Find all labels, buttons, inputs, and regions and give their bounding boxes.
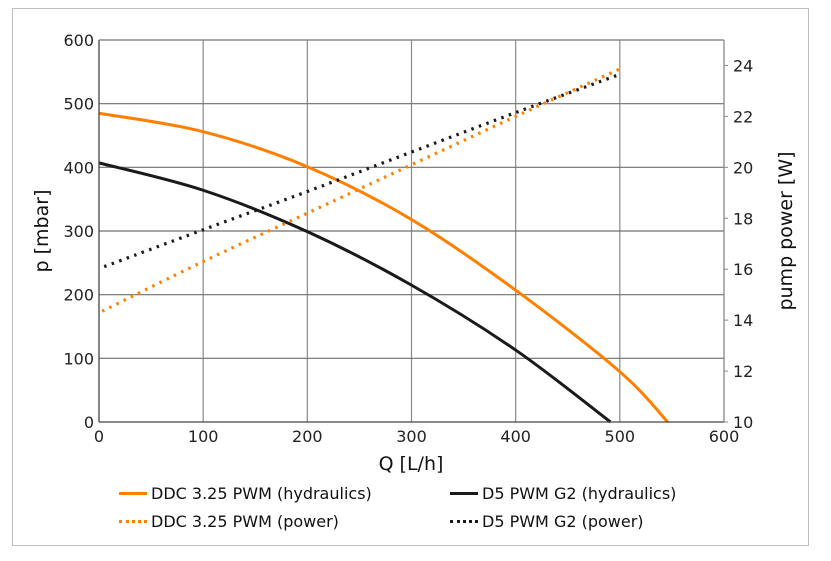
- legend-label: D5 PWM G2 (power): [482, 512, 644, 531]
- legend-item-d5-hydraulics: D5 PWM G2 (hydraulics): [450, 484, 676, 503]
- x-tick-label: 300: [396, 427, 427, 446]
- legend-label: DDC 3.25 PWM (power): [151, 512, 339, 531]
- y2-tick-label: 24: [733, 56, 753, 75]
- legend-item-ddc-hydraulics: DDC 3.25 PWM (hydraulics): [119, 484, 372, 503]
- grid: [99, 39, 724, 422]
- y2-tick-label: 10: [733, 413, 753, 432]
- y2-tick-label: 20: [733, 158, 753, 177]
- legend-swatch: [450, 520, 478, 523]
- chart-frame: [12, 8, 809, 546]
- series-line-2: [101, 66, 623, 313]
- x-tick-label: 100: [188, 427, 219, 446]
- x-tick-label: 200: [292, 427, 323, 446]
- y-tick-label: 500: [63, 95, 94, 114]
- legend-swatch: [119, 492, 147, 495]
- series-line-0: [98, 111, 669, 424]
- y-tick-label: 600: [63, 31, 94, 50]
- y2-tick-label: 12: [733, 362, 753, 381]
- x-tick-label: 0: [94, 427, 104, 446]
- y2-tick-label: 22: [733, 107, 753, 126]
- axes: [98, 39, 728, 423]
- y2-tick-label: 16: [733, 260, 753, 279]
- y2-tick-label: 14: [733, 311, 753, 330]
- x-axis-title: Q [L/h]: [379, 453, 444, 475]
- legend-label: D5 PWM G2 (hydraulics): [482, 484, 677, 503]
- y-axis-title: p [mbar]: [31, 190, 53, 273]
- y-tick-label: 300: [63, 222, 94, 241]
- y2-tick-label: 18: [733, 209, 753, 228]
- y-tick-label: 100: [63, 349, 94, 368]
- legend-label: DDC 3.25 PWM (hydraulics): [151, 484, 372, 503]
- y-tick-label: 400: [63, 158, 94, 177]
- series-group: [98, 66, 669, 424]
- x-tick-label: 600: [709, 427, 740, 446]
- legend-item-d5-power: D5 PWM G2 (power): [450, 512, 644, 531]
- series-line-3: [103, 72, 621, 269]
- x-tick-label: 400: [500, 427, 531, 446]
- legend-swatch: [119, 520, 147, 523]
- legend-swatch: [450, 492, 478, 495]
- y-tick-label: 200: [63, 286, 94, 305]
- tick-labels: 0 100 200 300 400 500 600010020030040050060010…: [63, 31, 753, 446]
- x-tick-label: 500: [605, 427, 636, 446]
- legend-item-ddc-power: DDC 3.25 PWM (power): [119, 512, 339, 531]
- series-line-1: [98, 161, 612, 424]
- y2-axis-title: pump power [W]: [775, 151, 797, 310]
- y-tick-label: 0: [84, 413, 94, 432]
